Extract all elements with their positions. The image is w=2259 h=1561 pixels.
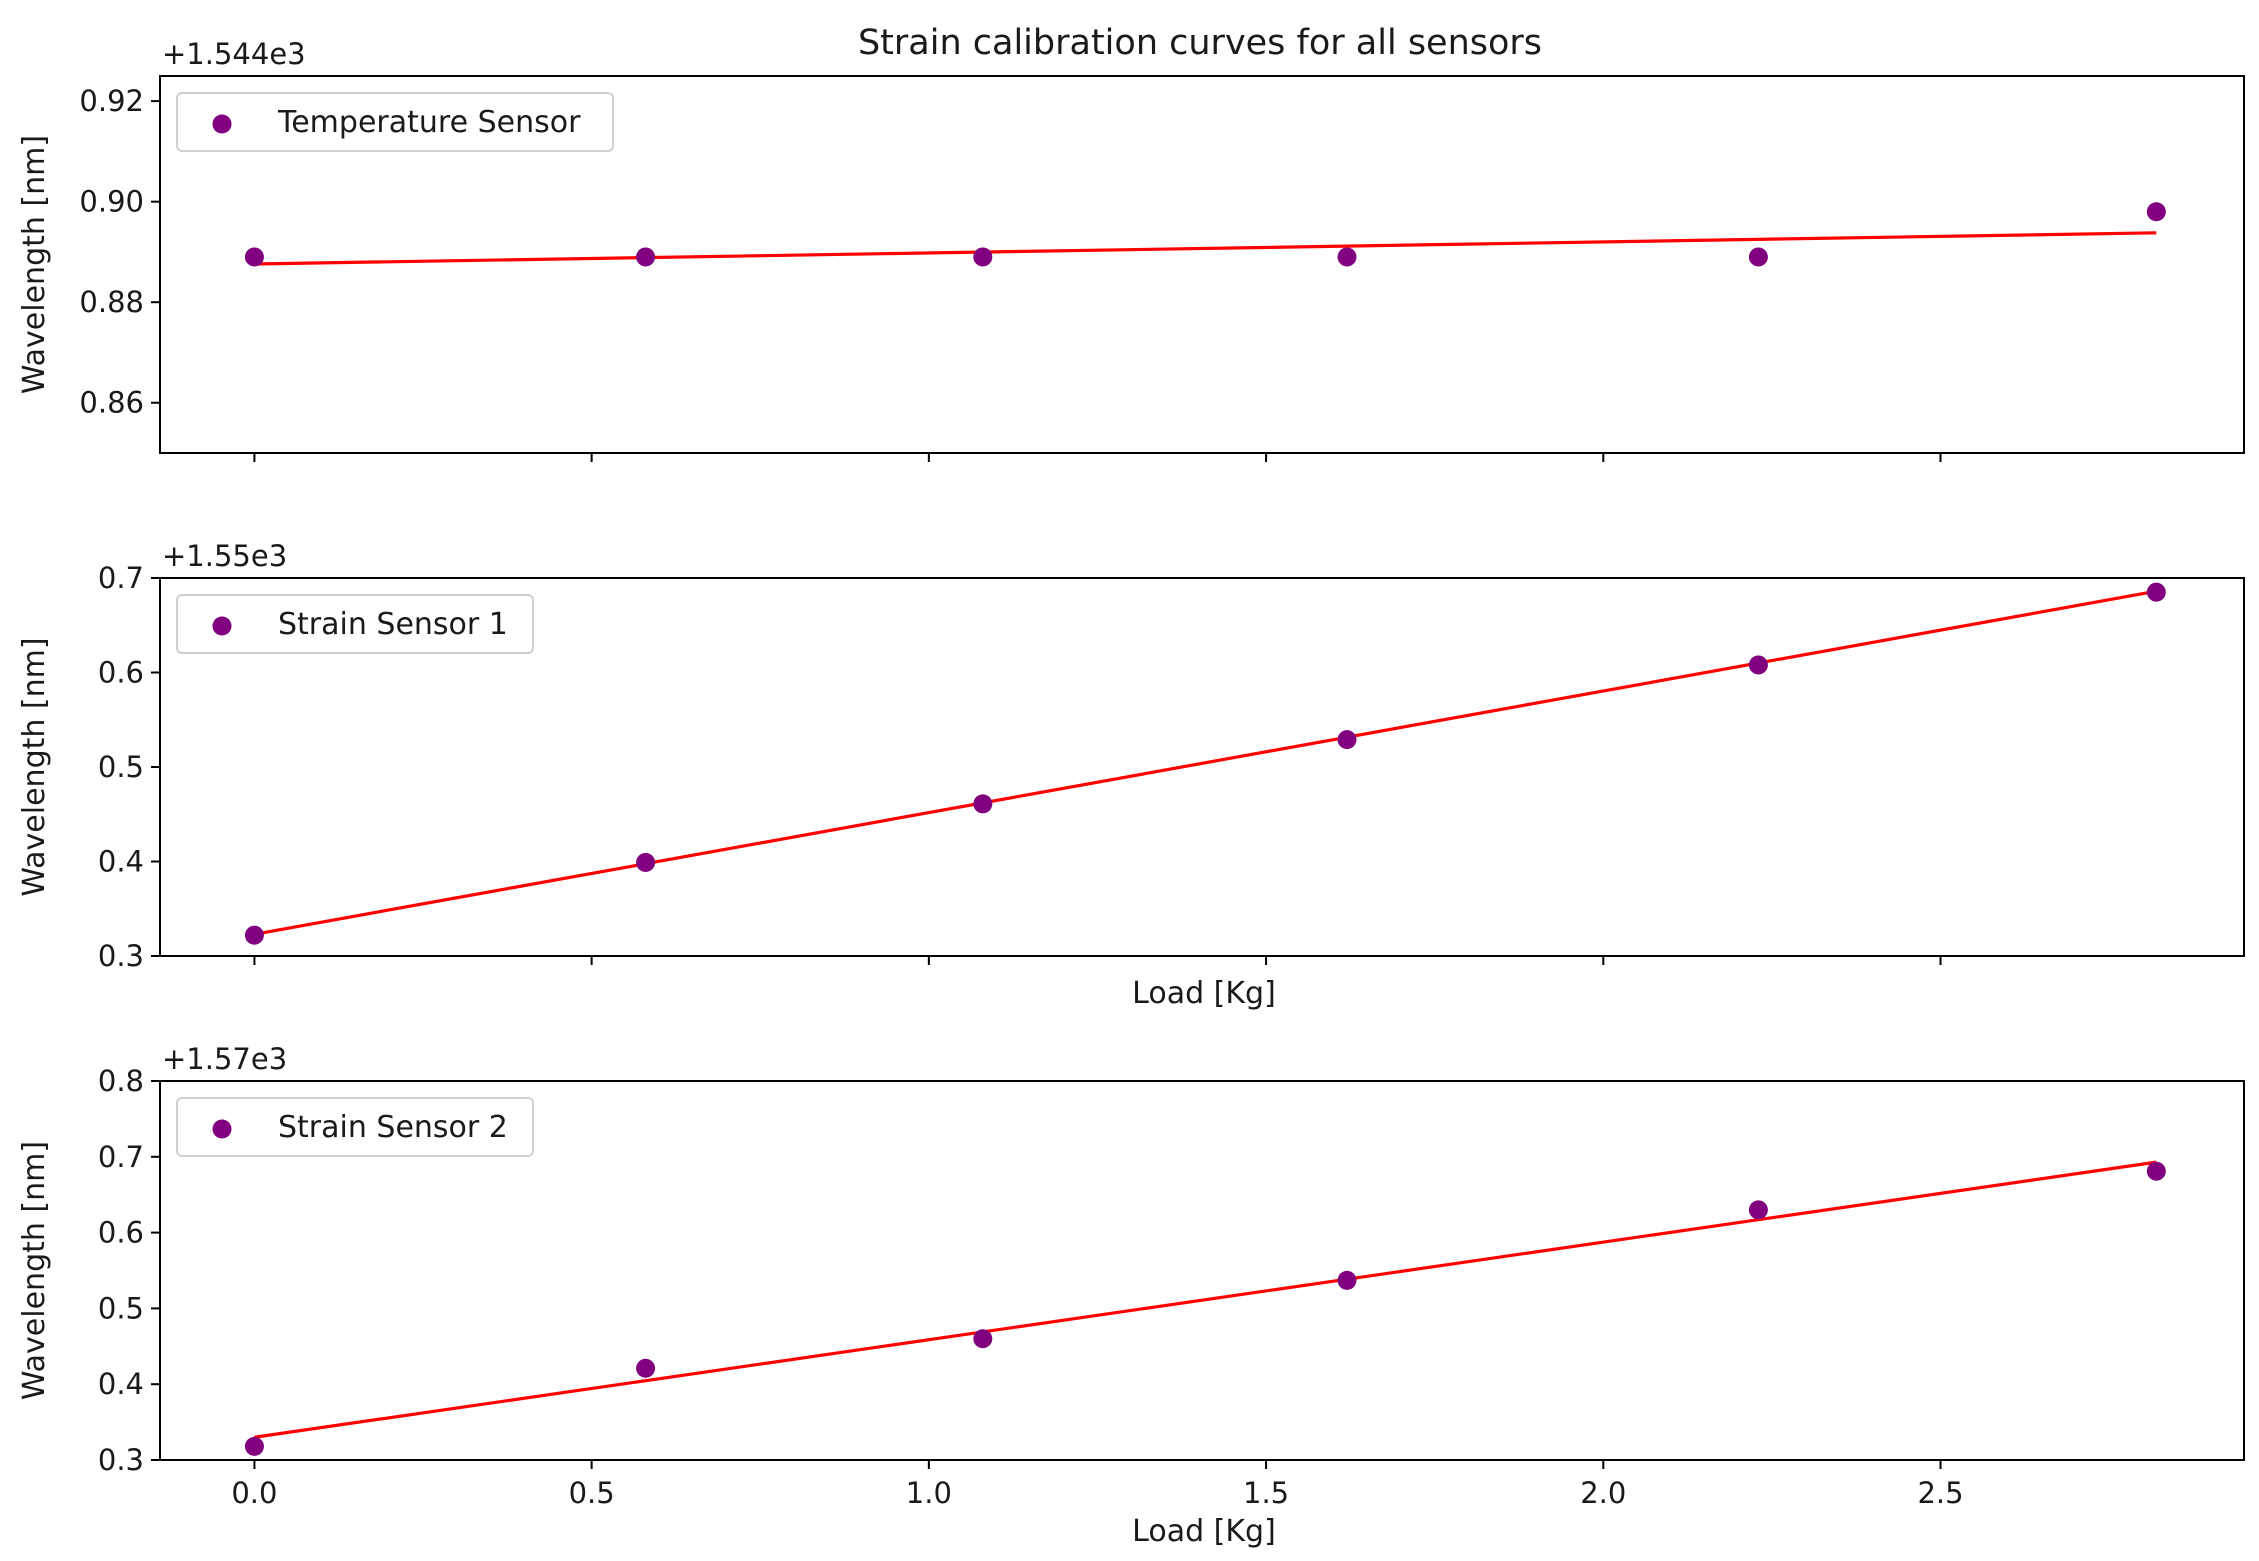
x-tick-label: 2.5	[1917, 1476, 1963, 1510]
figure-title: Strain calibration curves for all sensor…	[858, 23, 1542, 63]
data-point	[1337, 730, 1357, 750]
legend-label: Strain Sensor 1	[278, 607, 508, 642]
y-tick-label: 0.6	[98, 1216, 144, 1250]
y-tick-label: 0.6	[98, 656, 144, 690]
x-axis-label: Load [Kg]	[1132, 1514, 1276, 1549]
y-tick-label: 0.7	[98, 1140, 144, 1174]
data-point	[244, 925, 264, 945]
y-tick-label: 0.3	[98, 939, 144, 973]
y-tick-label: 0.8	[98, 1064, 144, 1098]
panels-group: 0.86 0.88 0.90 0.92 +1.544e3 Wavelength [nm] T…	[17, 37, 2245, 1549]
data-point	[2146, 202, 2166, 222]
data-point	[1748, 1200, 1768, 1220]
y-tick-label: 0.3	[98, 1443, 144, 1477]
y-tick-label: 0.5	[98, 1291, 144, 1325]
y-tick-label: 0.4	[98, 845, 144, 879]
panel-3: 0.3 0.4 0.5 0.6 0.7 0.8 0.0 0.5 1.0 1.5 2.0 2.5 +1.5…	[17, 1042, 2245, 1549]
data-point	[1337, 1270, 1357, 1290]
data-point	[1748, 247, 1768, 267]
legend-box	[176, 1097, 534, 1157]
fit-line	[254, 589, 2157, 936]
fit-line	[254, 1160, 2157, 1439]
y-tick-label: 0.4	[98, 1367, 144, 1401]
legend-label: Temperature Sensor	[277, 105, 581, 140]
y-tick-label: 0.92	[79, 84, 144, 118]
x-tick-label: 1.5	[1243, 1476, 1289, 1510]
data-point	[244, 247, 264, 267]
y-tick-label: 0.5	[98, 750, 144, 784]
data-point	[1748, 655, 1768, 675]
y-offset-text: +1.544e3	[162, 37, 306, 71]
fit-line	[254, 231, 2157, 266]
y-tick-label: 0.88	[79, 285, 144, 319]
legend-marker	[212, 1119, 232, 1139]
data-point	[2146, 1161, 2166, 1181]
x-tick-label: 0.0	[231, 1476, 277, 1510]
data-point	[973, 1329, 993, 1349]
legend-box	[176, 92, 614, 152]
x-tick-label: 1.0	[906, 1476, 952, 1510]
axes-frame	[159, 75, 2245, 454]
legend-label: Strain Sensor 2	[278, 1110, 508, 1145]
data-point	[636, 852, 656, 872]
data-point	[973, 794, 993, 814]
y-offset-text: +1.57e3	[162, 1042, 287, 1076]
data-point	[973, 247, 993, 267]
data-point	[1337, 247, 1357, 267]
data-point	[636, 247, 656, 267]
panel-2: 0.3 0.4 0.5 0.6 0.7 +1.55e3 Wavelength [nm] Loa…	[17, 539, 2245, 1011]
axes-frame	[159, 1080, 2245, 1461]
y-axis-label: Wavelength [nm]	[17, 135, 52, 394]
x-axis-label: Load [Kg]	[1132, 976, 1276, 1011]
legend-marker	[212, 616, 232, 636]
data-point	[244, 1436, 264, 1456]
y-offset-text: +1.55e3	[162, 539, 287, 573]
legend-box	[176, 594, 534, 654]
y-tick-label: 0.86	[79, 386, 144, 420]
x-tick-label: 0.5	[569, 1476, 615, 1510]
y-axis-label: Wavelength [nm]	[17, 637, 52, 896]
y-tick-label: 0.90	[79, 185, 144, 219]
y-axis-label: Wavelength [nm]	[17, 1141, 52, 1400]
y-tick-label: 0.7	[98, 561, 144, 595]
data-point	[2146, 582, 2166, 602]
x-tick-label: 2.0	[1580, 1476, 1626, 1510]
panel-1: 0.86 0.88 0.90 0.92 +1.544e3 Wavelength [nm] T…	[17, 37, 2245, 462]
data-point	[636, 1358, 656, 1378]
legend-marker	[212, 114, 232, 134]
